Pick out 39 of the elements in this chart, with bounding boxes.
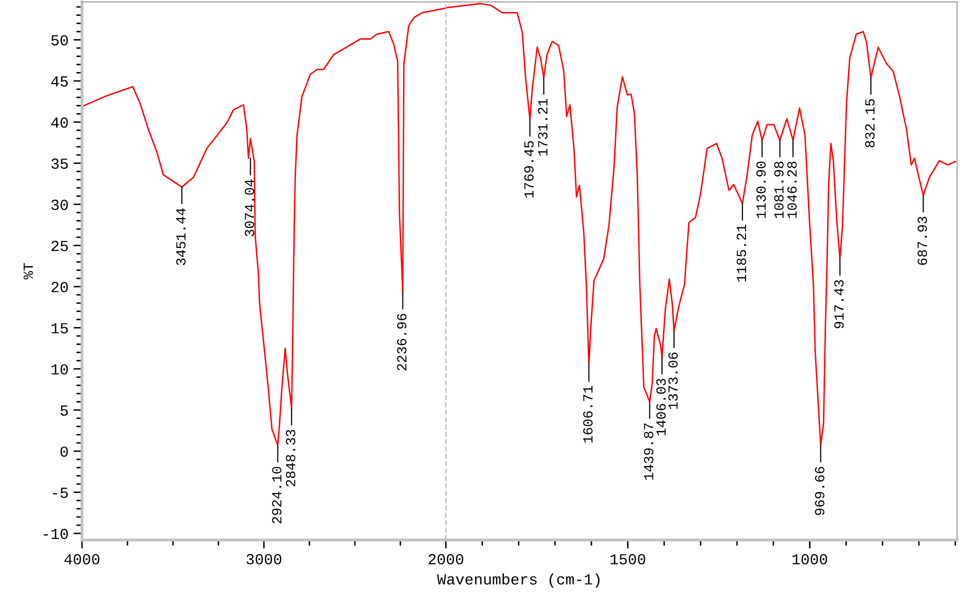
annotation: 2924.10 [272, 466, 282, 524]
annotation: 2848.33 [286, 430, 296, 486]
annotation: 1606.71 [583, 386, 593, 443]
annotation: 1731.21 [538, 98, 548, 156]
y-tick-label: 25 [52, 240, 68, 252]
x-tick-label: 1000 [792, 554, 828, 564]
y-tick-label: 15 [52, 323, 68, 334]
y-tick-label: 5 [60, 405, 68, 416]
y-tick-label: 40 [51, 117, 68, 128]
annotation: 1373.06 [668, 352, 678, 409]
y-tick-label: 50 [51, 35, 68, 46]
annotation: 832.15 [865, 99, 875, 148]
annotation: 3074.04 [244, 180, 254, 236]
annotation: 1130.90 [756, 162, 766, 218]
y-tick-label: 0 [60, 446, 68, 457]
y-axis-title: %T [24, 263, 33, 280]
annotation: 1046.28 [787, 162, 797, 218]
y-tick-label: 10 [52, 364, 68, 375]
x-tick-label: 4000 [64, 554, 100, 564]
y-tick-label: -5 [52, 488, 68, 498]
annotation: 1406.03 [656, 378, 666, 436]
y-tick-label: 35 [51, 158, 68, 169]
x-axis-title: Wavenumbers (cm-1) [437, 573, 600, 588]
y-tick-label: 20 [52, 282, 68, 292]
annotation: 917.43 [834, 280, 844, 328]
annotation: 1081.98 [774, 162, 784, 218]
annotation: 3451.44 [176, 208, 186, 266]
annotation: 687.93 [918, 216, 928, 265]
y-tick-label: 45 [51, 76, 68, 87]
y-tick-label: 30 [51, 200, 68, 210]
y-tick-label: -10 [44, 528, 68, 540]
annotation: 1439.87 [644, 423, 654, 480]
annotation: 2236.96 [397, 314, 406, 370]
x-tick-label: 1500 [610, 554, 646, 564]
annotation: 969.66 [814, 466, 824, 516]
x-tick-label: 2000 [428, 554, 464, 564]
annotation: 1185.21 [736, 224, 746, 282]
annotation: 1769.45 [524, 141, 534, 198]
x-tick-label: 3000 [246, 554, 282, 564]
